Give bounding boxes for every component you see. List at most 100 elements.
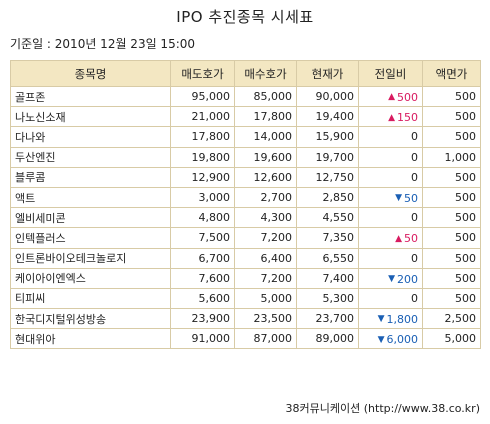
change-value: ▼ 50 [395, 192, 418, 205]
table-row: 한국디지털위성방송 23,900 23,500 23,700 ▼ 1,800 2,500 [10, 308, 481, 330]
triangle-down-icon: ▼ [388, 274, 395, 285]
change-amount: 6,000 [386, 333, 419, 347]
stock-name-cell: 블루콤 [10, 166, 171, 188]
change-value: 0 [411, 292, 418, 305]
ask-price-cell: 17,800 [170, 126, 235, 148]
stock-name-cell: 케이아이엔엑스 [10, 267, 171, 289]
table-row: 블루콤 12,900 12,600 12,750 0 500 [10, 166, 481, 188]
bid-price-cell: 85,000 [234, 85, 297, 108]
current-price-cell: 4,550 [296, 207, 359, 229]
change-cell: 0 [358, 166, 423, 188]
par-value-cell: 500 [422, 106, 481, 128]
change-cell: ▼ 50 [358, 186, 423, 209]
stock-name-cell: 인텍플러스 [10, 227, 171, 249]
bid-price-cell: 2,700 [234, 186, 297, 209]
change-amount: 0 [411, 170, 418, 184]
triangle-up-icon: ▲ [395, 233, 402, 244]
table-row: 두산엔진 19,800 19,600 19,700 0 1,000 [10, 146, 481, 168]
header-ask-price: 매도호가 [170, 60, 235, 87]
source-credit: 38커뮤니케이션 (http://www.38.co.kr) [285, 402, 480, 415]
stock-name-cell: 액트 [10, 186, 171, 209]
change-value: ▲ 500 [388, 91, 418, 104]
table-row: 엘비세미콘 4,800 4,300 4,550 0 500 [10, 207, 481, 229]
par-value-cell: 5,000 [422, 328, 481, 350]
stock-name-cell: 골프존 [10, 85, 171, 108]
stock-name-cell: 티피씨 [10, 287, 171, 310]
change-cell: 0 [358, 247, 423, 269]
change-amount: 0 [411, 150, 418, 164]
header-par-value: 액면가 [422, 60, 481, 87]
ask-price-cell: 3,000 [170, 186, 235, 209]
change-cell: 0 [358, 126, 423, 148]
bid-price-cell: 4,300 [234, 207, 297, 229]
table-row: 액트 3,000 2,700 2,850 ▼ 50 500 [10, 186, 481, 209]
ask-price-cell: 19,800 [170, 146, 235, 168]
par-value-cell: 500 [422, 126, 481, 148]
stock-name-cell: 엘비세미콘 [10, 207, 171, 229]
table-row: 인텍플러스 7,500 7,200 7,350 ▲ 50 500 [10, 227, 481, 249]
bid-price-cell: 19,600 [234, 146, 297, 168]
current-price-cell: 19,700 [296, 146, 359, 168]
ask-price-cell: 5,600 [170, 287, 235, 310]
par-value-cell: 2,500 [422, 308, 481, 330]
change-value: ▼ 1,800 [378, 313, 418, 326]
bid-price-cell: 6,400 [234, 247, 297, 269]
change-amount: 0 [411, 211, 418, 225]
header-change: 전일비 [358, 60, 423, 87]
change-amount: 1,800 [386, 312, 419, 326]
stock-name-cell: 한국디지털위성방송 [10, 308, 171, 330]
par-value-cell: 500 [422, 267, 481, 289]
change-value: 0 [411, 151, 418, 164]
ask-price-cell: 95,000 [170, 85, 235, 108]
table-row: 티피씨 5,600 5,000 5,300 0 500 [10, 287, 481, 310]
par-value-cell: 500 [422, 166, 481, 188]
change-cell: ▲ 50 [358, 227, 423, 249]
par-value-cell: 500 [422, 287, 481, 310]
current-price-cell: 23,700 [296, 308, 359, 330]
par-value-cell: 500 [422, 207, 481, 229]
current-price-cell: 6,550 [296, 247, 359, 269]
change-cell: ▼ 6,000 [358, 328, 423, 350]
change-cell: ▲ 500 [358, 85, 423, 108]
change-cell: ▼ 1,800 [358, 308, 423, 330]
table-row: 현대위아 91,000 87,000 89,000 ▼ 6,000 5,000 [10, 328, 481, 350]
change-amount: 500 [397, 90, 418, 104]
base-date: 기준일 : 2010년 12월 23일 15:00 [10, 37, 196, 51]
change-cell: 0 [358, 146, 423, 168]
change-cell: ▲ 150 [358, 106, 423, 128]
change-cell: 0 [358, 207, 423, 229]
current-price-cell: 19,400 [296, 106, 359, 128]
header-current-price: 현재가 [296, 60, 359, 87]
bid-price-cell: 14,000 [234, 126, 297, 148]
change-amount: 0 [411, 291, 418, 305]
ask-price-cell: 91,000 [170, 328, 235, 350]
change-value: ▼ 6,000 [378, 333, 418, 346]
change-amount: 0 [411, 251, 418, 265]
current-price-cell: 7,350 [296, 227, 359, 249]
change-value: 0 [411, 130, 418, 143]
triangle-down-icon: ▼ [395, 193, 402, 204]
triangle-up-icon: ▲ [388, 112, 395, 123]
table-row: 골프존 95,000 85,000 90,000 ▲ 500 500 [10, 85, 481, 108]
change-value: ▲ 150 [388, 111, 418, 124]
ask-price-cell: 4,800 [170, 207, 235, 229]
triangle-up-icon: ▲ [388, 92, 395, 103]
par-value-cell: 500 [422, 247, 481, 269]
change-value: ▲ 50 [395, 232, 418, 245]
stock-name-cell: 두산엔진 [10, 146, 171, 168]
bid-price-cell: 17,800 [234, 106, 297, 128]
header-bid-price: 매수호가 [234, 60, 297, 87]
current-price-cell: 90,000 [296, 85, 359, 108]
triangle-down-icon: ▼ [377, 334, 385, 345]
triangle-down-icon: ▼ [377, 314, 385, 325]
par-value-cell: 1,000 [422, 146, 481, 168]
change-value: 0 [411, 252, 418, 265]
ask-price-cell: 12,900 [170, 166, 235, 188]
stock-name-cell: 인트론바이오테크놀로지 [10, 247, 171, 269]
table-header-row: 종목명 매도호가 매수호가 현재가 전일비 액면가 [10, 60, 481, 87]
table-row: 다나와 17,800 14,000 15,900 0 500 [10, 126, 481, 148]
change-value: ▼ 200 [388, 273, 418, 286]
stock-name-cell: 다나와 [10, 126, 171, 148]
change-amount: 150 [397, 111, 418, 125]
current-price-cell: 7,400 [296, 267, 359, 289]
